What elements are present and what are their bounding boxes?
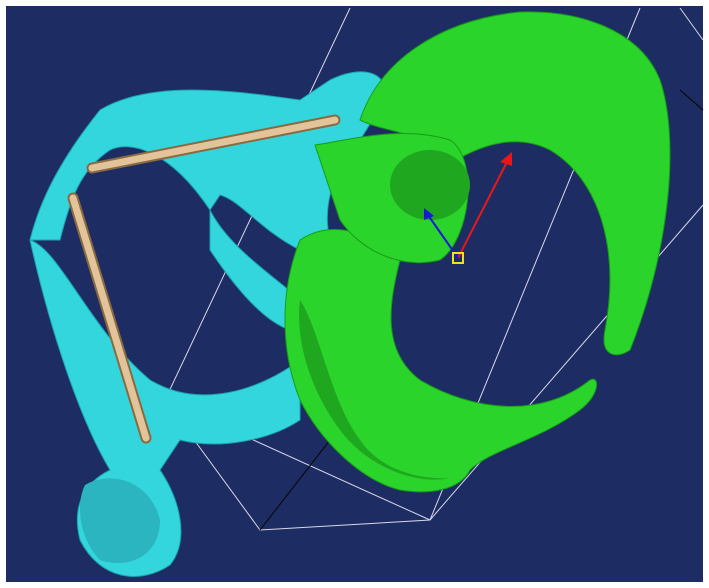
rod-highlight xyxy=(69,194,150,442)
x-axis-head xyxy=(500,152,512,166)
z-axis-head xyxy=(424,208,434,220)
z-axis-arrow xyxy=(427,214,459,259)
rod-highlight xyxy=(88,116,339,172)
cyan-shading xyxy=(80,478,160,564)
rods xyxy=(67,114,341,444)
x-axis-arrow xyxy=(457,159,509,259)
gizmo-origin xyxy=(452,252,464,264)
green-shading xyxy=(299,150,470,480)
axis-gizmo xyxy=(424,152,512,264)
bounding-box-back xyxy=(259,89,704,531)
